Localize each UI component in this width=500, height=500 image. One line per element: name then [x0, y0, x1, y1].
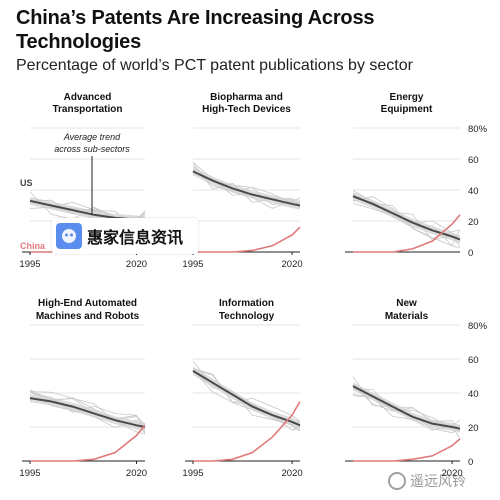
watermark-logo-icon	[56, 223, 82, 249]
panel-title-line: Equipment	[381, 104, 433, 115]
y-tick-label: 60	[468, 155, 479, 166]
y-tick-label: 80%	[468, 124, 488, 135]
corner-watermark-text: 遥远风铃	[410, 474, 466, 490]
panel-title-line: Biopharma and	[210, 92, 283, 103]
panel-title-line: Technology	[219, 311, 275, 322]
corner-watermark-icon	[388, 472, 406, 490]
chart-panel: New Materials 2020 80% 60 40 20 0	[345, 298, 488, 479]
us-band	[353, 192, 460, 244]
x-tick-label: 2020	[126, 259, 147, 270]
us-series-line	[352, 195, 461, 241]
subsector-line	[192, 162, 301, 208]
panel-title-line: Advanced	[64, 92, 112, 103]
china-series-line	[30, 424, 146, 462]
y-tick-label: 0	[468, 248, 473, 259]
us-series-line	[29, 397, 146, 428]
watermark-badge: 惠家信息资讯	[52, 218, 198, 254]
y-tick-label: 60	[468, 355, 479, 366]
us-band	[193, 366, 300, 430]
x-tick-label: 1995	[19, 259, 40, 270]
x-tick-label: 2020	[442, 468, 463, 479]
subsector-line	[192, 367, 301, 422]
page-subtitle: Percentage of world’s PCT patent publica…	[16, 57, 413, 74]
x-tick-label: 1995	[182, 468, 203, 479]
panel-title-line: Transportation	[52, 104, 122, 115]
corner-watermark: 遥远风铃	[388, 470, 466, 492]
panel-title-line: Information	[219, 298, 274, 309]
y-tick-label: 40	[468, 389, 479, 400]
china-series-line	[193, 401, 301, 462]
panel-title-line: Materials	[385, 311, 429, 322]
panel-title-line: New	[396, 298, 417, 309]
y-tick-label: 20	[468, 217, 479, 228]
chart-panel: Information Technology 1995 2020	[182, 298, 302, 479]
china-series-line	[193, 226, 301, 253]
x-tick-label: 1995	[182, 259, 203, 270]
x-tick-label: 1995	[19, 468, 40, 479]
us-band	[353, 382, 460, 433]
china-series-line	[353, 438, 461, 462]
x-tick-label: 2020	[282, 259, 303, 270]
us-series-line	[192, 370, 301, 427]
us-band	[30, 394, 145, 431]
subsector-line	[192, 169, 301, 204]
page-title: China’s Patents Are Increasing Across Te…	[16, 7, 375, 53]
us-series-line	[192, 170, 301, 207]
panel-title-line: High-End Automated	[38, 298, 137, 309]
china-series-line	[353, 214, 461, 253]
panel-title-line: Machines and Robots	[36, 311, 140, 322]
us-series-line	[352, 385, 461, 430]
us-band	[30, 196, 145, 224]
y-tick-label: 40	[468, 186, 479, 197]
watermark-text: 惠家信息资讯	[87, 228, 184, 247]
subsector-line	[352, 376, 461, 433]
panel-title-line: Energy	[390, 92, 424, 103]
x-tick-label: 2020	[282, 468, 303, 479]
subsector-line	[29, 391, 146, 435]
annotation-text: across sub-sectors	[54, 144, 130, 154]
annotation-text: Average trend	[63, 132, 121, 142]
us-series-label: US	[20, 178, 33, 188]
panel-title-line: High-Tech Devices	[202, 104, 291, 115]
x-tick-label: 2020	[126, 468, 147, 479]
y-tick-label: 80%	[468, 321, 488, 332]
y-tick-label: 0	[468, 457, 473, 468]
y-tick-label: 20	[468, 423, 479, 434]
chart-panel: High-End Automated Machines and Robots 199…	[19, 298, 147, 479]
china-series-label: China	[20, 241, 46, 251]
